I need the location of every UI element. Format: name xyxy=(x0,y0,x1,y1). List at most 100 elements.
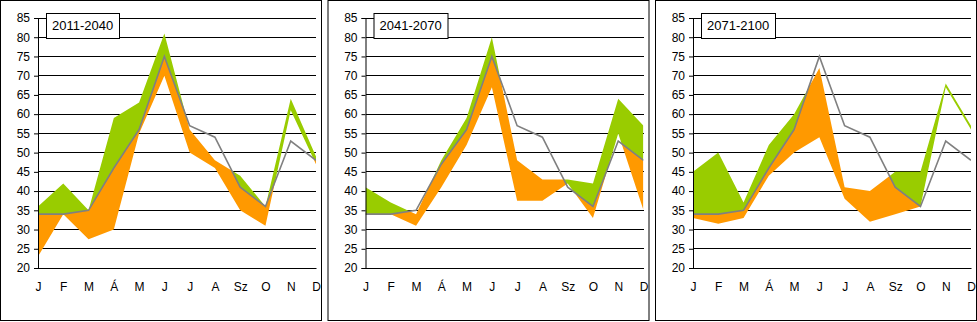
y-tick-label: 80 xyxy=(344,31,358,45)
band-above xyxy=(366,37,644,225)
y-tick-label: 85 xyxy=(344,11,358,25)
y-tick: 30 xyxy=(344,223,365,237)
x-tick: J xyxy=(842,280,848,294)
y-tick: 85 xyxy=(17,11,38,25)
panel-frame xyxy=(328,1,649,321)
y-tick-label: 70 xyxy=(344,69,358,83)
y-tick: 30 xyxy=(17,223,38,237)
y-tick: 45 xyxy=(672,165,693,179)
reference-line xyxy=(693,56,971,214)
y-tick: 40 xyxy=(17,184,38,198)
y-tick-mark xyxy=(34,249,38,250)
x-tick: O xyxy=(261,280,270,294)
y-tick: 70 xyxy=(344,69,365,83)
x-axis: JFMÁMJJASzOND xyxy=(691,269,977,294)
y-tick-label: 55 xyxy=(344,127,358,141)
grid-line xyxy=(366,56,644,57)
grid-line xyxy=(693,171,971,172)
grid-line xyxy=(38,56,316,57)
x-tick: M xyxy=(412,280,422,294)
grid xyxy=(38,18,316,268)
x-tick: N xyxy=(614,280,623,294)
y-tick: 50 xyxy=(672,146,693,160)
x-tick-label: Sz xyxy=(234,280,248,294)
y-tick: 50 xyxy=(17,146,38,160)
panel-frame xyxy=(1,1,322,321)
x-tick-label: J xyxy=(515,280,521,294)
y-tick: 75 xyxy=(672,50,693,64)
y-tick-mark xyxy=(689,56,693,57)
y-tick: 65 xyxy=(17,88,38,102)
x-tick: F xyxy=(60,280,67,294)
y-tick-mark xyxy=(362,133,366,134)
y-tick-mark xyxy=(362,153,366,154)
x-tick-label: A xyxy=(866,280,874,294)
y-tick: 35 xyxy=(344,204,365,218)
y-tick: 55 xyxy=(344,127,365,141)
band-below xyxy=(38,33,316,256)
x-tick-label: J xyxy=(817,280,823,294)
grid-line xyxy=(693,75,971,76)
y-tick: 30 xyxy=(672,223,693,237)
y-tick-label: 35 xyxy=(672,204,686,218)
x-tick: M xyxy=(790,280,800,294)
x-tick: Á xyxy=(110,279,118,294)
x-axis-line xyxy=(366,268,644,269)
y-tick: 80 xyxy=(17,31,38,45)
y-tick-mark xyxy=(34,18,38,19)
y-tick-mark xyxy=(362,268,366,269)
y-tick-mark xyxy=(34,153,38,154)
y-tick-label: 65 xyxy=(672,88,686,102)
y-tick-label: 35 xyxy=(17,204,31,218)
grid-line xyxy=(38,268,316,269)
x-tick: Sz xyxy=(889,280,903,294)
x-tick: M xyxy=(739,280,749,294)
y-tick-mark xyxy=(34,268,38,269)
y-tick-mark xyxy=(689,230,693,231)
plot-area xyxy=(693,56,971,223)
x-tick-label: J xyxy=(489,280,495,294)
y-tick: 60 xyxy=(17,107,38,121)
y-tick-mark xyxy=(34,114,38,115)
x-tick: Á xyxy=(765,279,773,294)
x-tick-label: N xyxy=(614,280,623,294)
y-tick-mark xyxy=(34,230,38,231)
y-tick-label: 20 xyxy=(344,261,358,275)
grid-line xyxy=(366,229,644,230)
x-axis-line xyxy=(694,268,972,269)
x-tick-label: Á xyxy=(110,279,118,294)
panel: 2025303540455055606570758085JFMÁMJJASzON… xyxy=(328,1,649,321)
x-tick-label: A xyxy=(211,280,219,294)
y-tick-mark xyxy=(689,76,693,77)
y-tick-label: 55 xyxy=(17,127,31,141)
y-tick-label: 75 xyxy=(17,50,31,64)
grid-line xyxy=(38,152,316,153)
y-tick-label: 20 xyxy=(672,261,686,275)
y-tick-mark xyxy=(362,191,366,192)
x-tick: J xyxy=(515,280,521,294)
y-tick-label: 30 xyxy=(344,223,358,237)
x-tick: N xyxy=(942,280,951,294)
y-tick: 60 xyxy=(672,107,693,121)
x-tick: D xyxy=(312,280,321,294)
panel-title: 2041-2070 xyxy=(380,18,442,33)
y-tick-mark xyxy=(689,210,693,211)
y-tick-mark xyxy=(34,37,38,38)
grid-line xyxy=(38,191,316,192)
y-axis-line xyxy=(689,19,694,269)
y-tick: 40 xyxy=(672,184,693,198)
y-tick: 55 xyxy=(17,127,38,141)
x-tick: D xyxy=(967,280,976,294)
x-tick-label: J xyxy=(691,280,697,294)
y-tick-label: 30 xyxy=(17,223,31,237)
y-tick-label: 25 xyxy=(344,242,358,256)
x-tick-label: J xyxy=(363,280,369,294)
y-tick-label: 45 xyxy=(672,165,686,179)
grid-line xyxy=(693,229,971,230)
panel: 2025303540455055606570758085JFMÁMJJASzON… xyxy=(656,1,977,321)
grid-line xyxy=(366,75,644,76)
y-tick-mark xyxy=(362,172,366,173)
y-tick-mark xyxy=(34,210,38,211)
y-tick-mark xyxy=(689,191,693,192)
reference-line xyxy=(366,56,644,214)
